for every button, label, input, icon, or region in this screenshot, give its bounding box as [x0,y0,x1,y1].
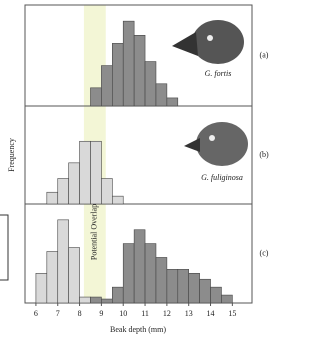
x-tick-label: 9 [99,309,103,318]
x-tick-label: 6 [34,309,38,318]
histogram-bar [145,244,156,303]
chart: Frequency Beak depth (mm) (a) G. fortis (b… [0,0,276,343]
histogram-bar [167,269,178,303]
histogram-bar [90,88,101,106]
x-tick-label: 7 [56,309,60,318]
histogram-bar [145,62,156,106]
histogram-bar [90,141,101,204]
histogram-bar [101,179,112,204]
histogram-bar [167,98,178,106]
panel-label: (a) [260,50,269,59]
histogram-bar [47,252,58,303]
histogram-bar [80,297,91,303]
histogram-bar [211,287,222,303]
bird-fortis [172,20,244,64]
histogram-bar [101,66,112,106]
x-axis-label: Beak depth (mm) [110,325,166,334]
histogram-bar [178,269,189,303]
histogram-bar [156,257,167,303]
histogram-bar [69,248,80,303]
histogram-bar [134,35,145,106]
species-label: G. fuliginosa [201,173,243,182]
x-tick-label: 13 [185,309,193,318]
histogram-bar [134,230,145,303]
overlap-label: Potential Overlap [90,204,99,260]
bird-fuliginosa [184,122,248,166]
page: Frequency Beak depth (mm) (a) G. fortis (b… [0,0,320,343]
y-axis-label: Frequency [7,138,16,172]
x-tick-label: 10 [119,309,127,318]
panel-label: (b) [259,150,269,159]
x-tick-label: 11 [141,309,149,318]
x-tick-label: 15 [228,309,236,318]
bracket [0,215,8,280]
histogram-bar [189,273,200,303]
x-tick-label: 14 [207,309,215,318]
histogram-bar [112,196,123,204]
histogram-bar [80,141,91,204]
histogram-bar [123,21,134,106]
histogram-bar [123,244,134,303]
histogram-bar [112,43,123,106]
histogram-bar [101,299,112,303]
histogram-bar [47,192,58,204]
histogram-bar [36,273,47,303]
histogram-bar [221,295,232,303]
histogram-bar [58,220,69,303]
species-label: G. fortis [205,69,232,78]
histogram-bar [112,287,123,303]
x-tick-label: 12 [163,309,171,318]
histogram-bar [58,179,69,204]
histogram-bar [156,84,167,106]
histogram-bar [69,163,80,204]
panel-label: (c) [260,248,269,257]
x-tick-label: 8 [78,309,82,318]
histogram-bar [200,279,211,303]
histogram-bar [90,297,101,303]
